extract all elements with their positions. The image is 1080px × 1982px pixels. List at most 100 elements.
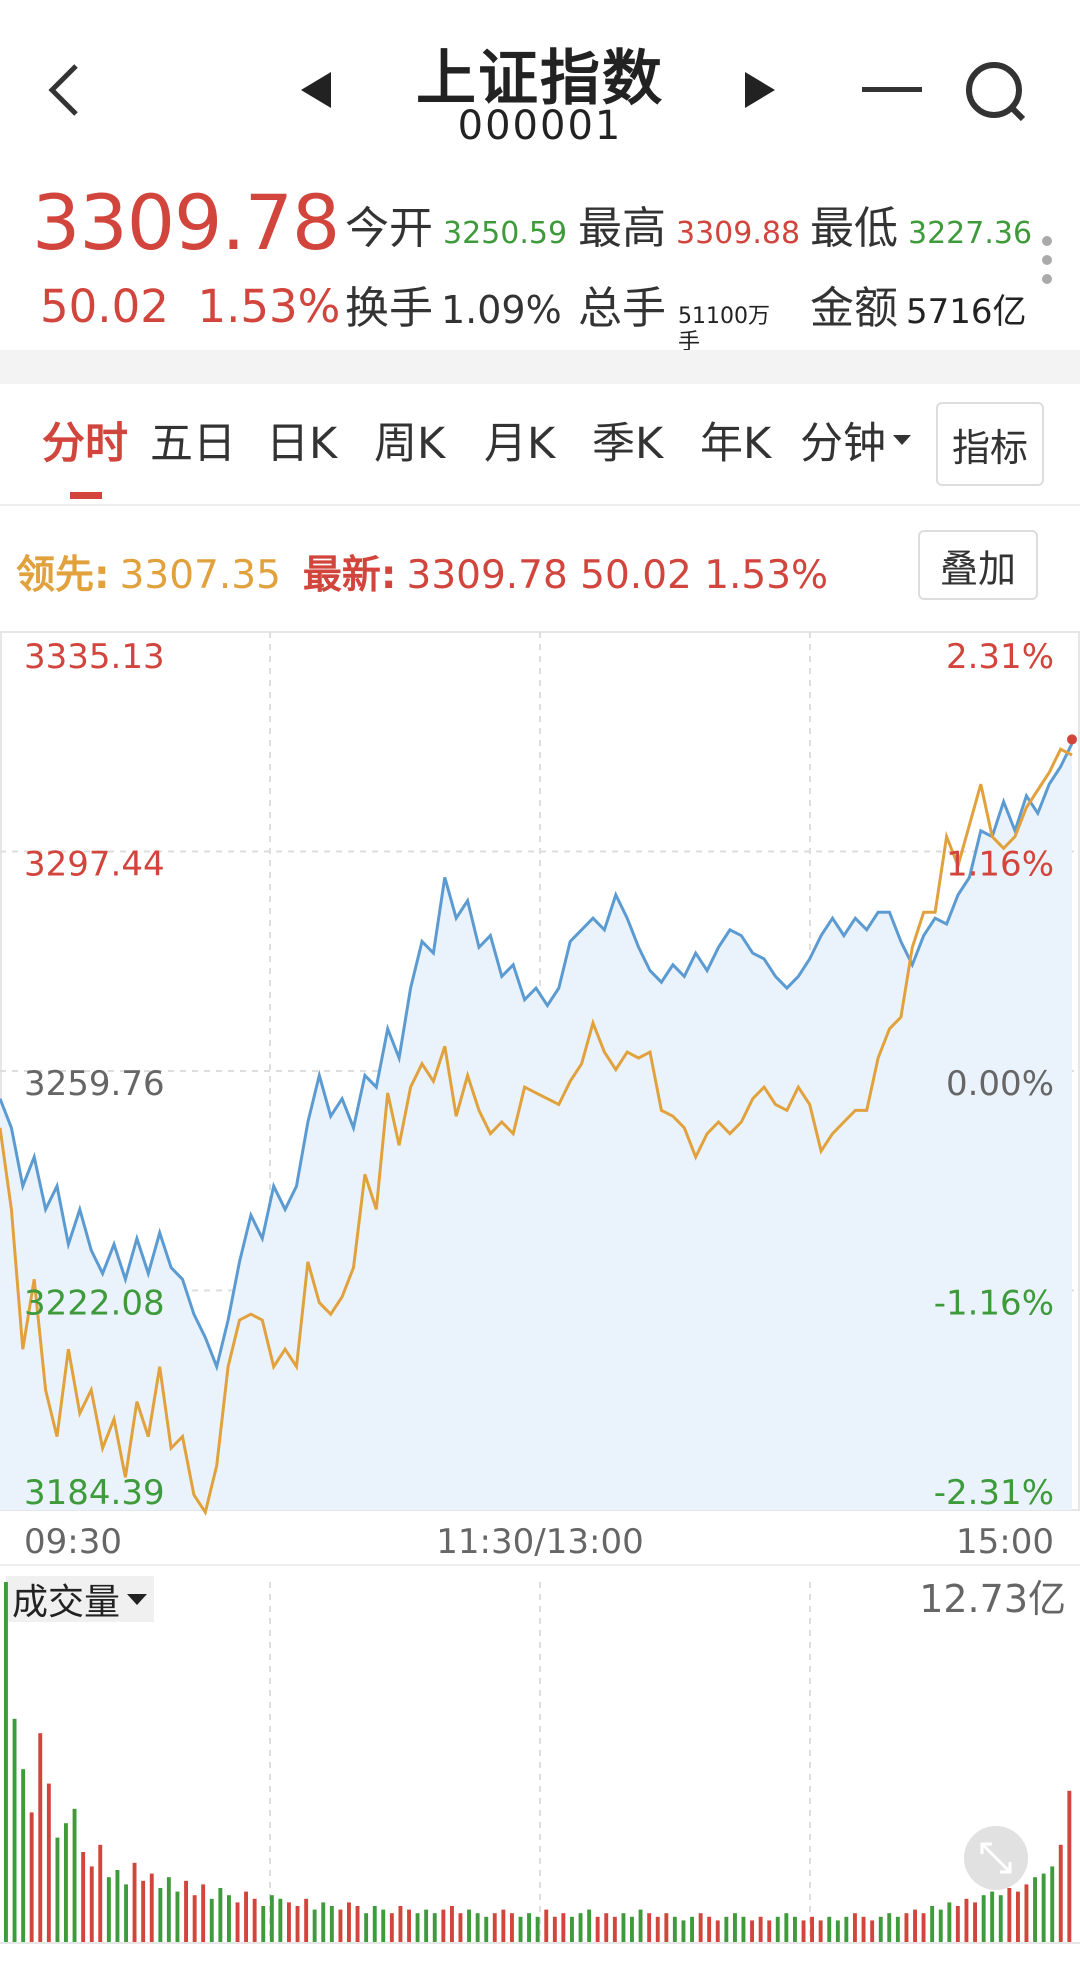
volume-bar — [758, 1916, 763, 1942]
price-line — [0, 742, 1074, 1372]
volume-bar — [278, 1898, 283, 1942]
lead-label: 领先: — [16, 553, 110, 598]
volume-bar — [1050, 1866, 1055, 1942]
volume-bar — [29, 1812, 34, 1942]
stat-volume: 总手 51100万手 — [578, 272, 776, 356]
volume-bar — [861, 1916, 866, 1942]
tab-intraday[interactable]: 分时 — [42, 419, 128, 469]
volume-bar — [12, 1718, 17, 1942]
volume-bar — [990, 1891, 995, 1942]
volume-bar — [913, 1909, 917, 1942]
search-icon[interactable] — [962, 58, 1032, 128]
volume-bar — [46, 1783, 51, 1942]
prev-triangle-icon[interactable] — [296, 70, 336, 110]
change-amount: 50.02 — [40, 280, 169, 333]
volume-bar — [364, 1913, 369, 1942]
stat-amount: 金额 5716亿 — [810, 272, 1027, 336]
stat-value: 3227.36 — [908, 216, 1033, 251]
volume-bar — [904, 1913, 909, 1942]
y-axis-left-label: 3335.13 — [24, 637, 165, 677]
volume-bar — [64, 1823, 68, 1942]
volume-bar — [810, 1916, 814, 1942]
intraday-chart[interactable]: 3335.13 3297.44 3259.76 3222.08 3184.39 2.31%… — [0, 620, 1080, 1520]
volume-bar — [947, 1902, 952, 1942]
tab-minute-label: 分钟 — [800, 419, 886, 469]
y-axis-right-label: 2.31% — [946, 637, 1054, 677]
y-axis-right-label: -1.16% — [934, 1284, 1054, 1324]
volume-bar — [141, 1880, 146, 1942]
volume-bar — [38, 1733, 43, 1942]
volume-chart[interactable] — [0, 1572, 1080, 1982]
volume-bar — [149, 1873, 154, 1942]
volume-bar — [1067, 1790, 1072, 1942]
stat-open: 今开 3250.59 — [345, 192, 567, 256]
intraday-header: 领先: 3307.35 最新: 3309.78 50.02 1.53% 叠加 — [0, 520, 1080, 620]
y-axis-right-label: 1.16% — [946, 845, 1054, 885]
tab-monthly-k[interactable]: 月K — [484, 419, 556, 469]
volume-dropdown[interactable]: 成交量 — [6, 1576, 155, 1623]
y-axis-left-label: 3222.08 — [24, 1284, 165, 1324]
stat-value: 51100万手 — [678, 304, 770, 355]
caret-down-icon — [892, 433, 912, 447]
volume-bar — [407, 1909, 411, 1942]
indicator-button[interactable]: 指标 — [936, 402, 1044, 486]
volume-bar — [124, 1884, 128, 1942]
volume-bar — [4, 1582, 8, 1942]
volume-bar — [347, 1902, 351, 1942]
volume-bar — [21, 1769, 26, 1942]
y-axis-left-label: 3259.76 — [24, 1064, 165, 1104]
volume-bar — [72, 1808, 77, 1942]
volume-bar — [510, 1913, 514, 1942]
section-divider — [0, 350, 1080, 384]
volume-bar — [664, 1913, 669, 1942]
vertical-dots-icon[interactable] — [1036, 232, 1058, 288]
volume-bar — [870, 1920, 875, 1942]
volume-bar — [192, 1895, 197, 1942]
volume-bar — [647, 1913, 652, 1942]
volume-bar — [715, 1920, 720, 1942]
tab-daily-k[interactable]: 日K — [266, 419, 338, 469]
volume-bar — [878, 1916, 883, 1942]
tab-weekly-k[interactable]: 周K — [374, 419, 446, 469]
volume-bar — [184, 1880, 188, 1942]
volume-bar — [518, 1916, 523, 1942]
minus-icon[interactable] — [862, 80, 922, 100]
page-title: 上证指数 — [416, 44, 664, 114]
volume-bar — [733, 1913, 737, 1942]
volume-bar — [484, 1916, 489, 1942]
volume-bar — [432, 1913, 437, 1942]
tab-five-day[interactable]: 五日 — [150, 419, 236, 469]
back-chevron-icon[interactable] — [38, 60, 88, 120]
stat-label: 总手 — [578, 283, 666, 334]
tab-yearly-k[interactable]: 年K — [700, 419, 772, 469]
volume-bar — [561, 1913, 566, 1942]
volume-bar — [1016, 1891, 1020, 1942]
volume-bar — [1007, 1888, 1012, 1942]
volume-bar — [981, 1895, 986, 1942]
volume-bar — [724, 1916, 729, 1942]
tab-quarterly-k[interactable]: 季K — [592, 419, 664, 469]
volume-bar — [475, 1913, 480, 1942]
expand-arrows-icon[interactable] — [964, 1826, 1028, 1890]
volume-bar — [98, 1844, 103, 1942]
tab-minute[interactable]: 分钟 — [800, 409, 912, 471]
overlay-button[interactable]: 叠加 — [918, 530, 1038, 600]
next-triangle-icon[interactable] — [740, 70, 780, 110]
lead-latest-row: 领先: 3307.35 最新: 3309.78 50.02 1.53% — [16, 544, 828, 600]
volume-bar — [158, 1888, 163, 1942]
volume-bar — [321, 1902, 326, 1942]
volume-bar — [750, 1920, 754, 1942]
stat-label: 最高 — [578, 203, 666, 254]
y-axis-right-label: 0.00% — [946, 1064, 1054, 1104]
volume-bar — [775, 1916, 780, 1942]
volume-bar — [312, 1909, 317, 1942]
volume-bar — [887, 1913, 892, 1942]
volume-bar — [492, 1913, 497, 1942]
caret-down-icon — [126, 1592, 148, 1606]
volume-bar — [672, 1916, 677, 1942]
volume-bar — [527, 1913, 531, 1942]
volume-bar — [1041, 1873, 1046, 1942]
volume-bar — [1024, 1884, 1029, 1942]
latest-label: 最新: — [302, 553, 397, 598]
y-axis-right-label: -2.31% — [934, 1473, 1054, 1513]
